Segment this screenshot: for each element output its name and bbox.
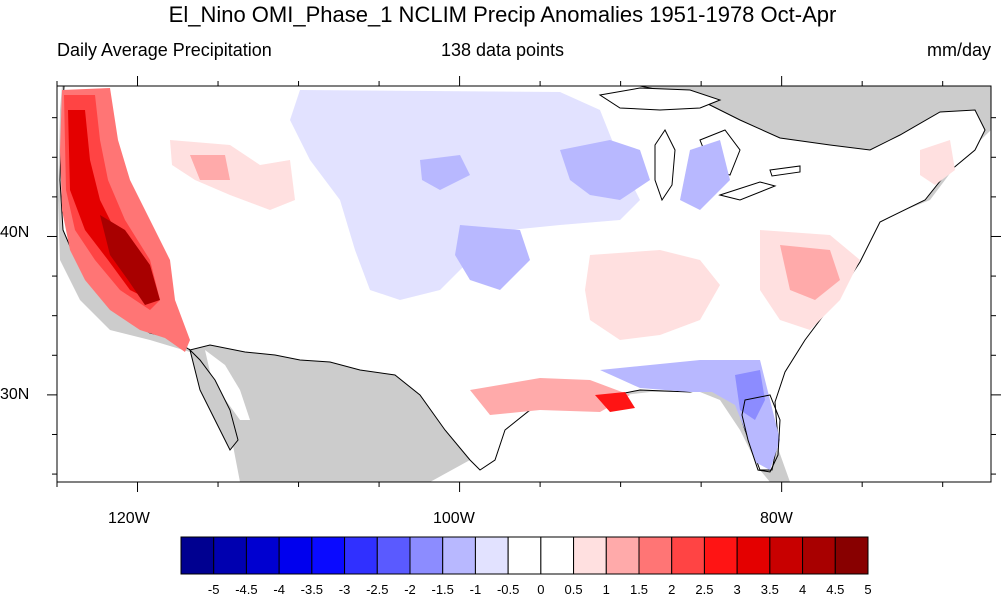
pos-anomaly-louisiana [595, 392, 635, 412]
colorbar-label: -0.5 [496, 582, 520, 597]
map-area [57, 86, 991, 482]
lon-tick-label-100w: 100W [433, 510, 475, 527]
neg-anomaly-southeast [600, 360, 780, 470]
colorbar-label: 4.5 [826, 582, 845, 597]
florida-outline [741, 394, 781, 473]
colorbar-swatch [180, 536, 215, 575]
colorbar-swatch [474, 536, 509, 575]
neg-anomaly-midwest [560, 140, 650, 200]
colorbar-swatch [671, 536, 705, 575]
gulf-of-mexico [430, 392, 770, 482]
colorbar-swatch [540, 536, 575, 575]
colorbar-label: 2 [668, 582, 676, 597]
colorbar-label: -1 [469, 582, 482, 597]
colorbar-label: 0.5 [564, 582, 583, 597]
lat-tick-label-30n: 30N [0, 386, 30, 403]
colorbar-label: -5 [207, 582, 220, 597]
colorbar-swatch [376, 536, 411, 575]
neg-anomaly-plains [290, 90, 640, 300]
colorbar-swatch [573, 536, 607, 575]
colorbar-label: -3 [338, 582, 351, 597]
lake-ontario [769, 165, 801, 177]
colorbar-label: 2.5 [695, 582, 714, 597]
map-title: El_Nino OMI_Phase_1 NCLIM Precip Anomali… [168, 2, 837, 27]
colorbar-swatch [278, 536, 313, 575]
pos-anomaly-ohio-valley [585, 250, 720, 340]
colorbar-label: -2 [404, 582, 416, 597]
map-frame [56, 85, 992, 483]
lake-superior [598, 87, 722, 111]
pos-anomaly-virginia [780, 245, 840, 300]
neg-anomaly-dakota [420, 155, 470, 190]
pos-anomaly-new-england [920, 140, 955, 185]
colorbar-label: -1.5 [431, 582, 454, 597]
pacific-ocean [57, 86, 240, 482]
neg-anomaly-kansas [455, 225, 530, 290]
colorbar-swatch [409, 536, 444, 575]
neg-anomaly-michigan [680, 140, 730, 210]
colorbar-label: -4.5 [235, 582, 258, 597]
gulf-of-california [205, 350, 250, 420]
colorbar-label: 3 [733, 582, 741, 597]
variable-label: Daily Average Precipitation [57, 40, 272, 60]
lake-michigan [654, 129, 676, 202]
colorbar-label: 4 [798, 582, 807, 597]
colorbar-label: -2.5 [366, 582, 389, 597]
colorbar-swatch [802, 536, 836, 575]
units-label: mm/day [926, 40, 991, 60]
colorbar-label: -3.5 [300, 582, 324, 597]
colorbar-swatch [605, 536, 640, 575]
atlantic-ocean [770, 130, 991, 482]
colorbar-swatch [834, 536, 869, 575]
colorbar-swatch [638, 536, 673, 575]
lat-tick-label-40n: 40N [0, 224, 30, 241]
colorbar-swatch [245, 536, 280, 575]
colorbar-swatch [507, 536, 542, 575]
colorbar-label: 1 [602, 582, 610, 597]
data-count-label: 138 data points [440, 40, 565, 60]
pos-anomaly-gulf-coast [470, 378, 630, 415]
colorbar-label: 1.5 [629, 582, 649, 597]
lake-erie [718, 181, 777, 201]
colorbar-swatch [442, 536, 476, 575]
colorbar-label: 0 [537, 582, 545, 597]
axis-tickmarks [47, 76, 1001, 492]
pos-anomaly-sierra-nevada [100, 215, 160, 305]
colorbar-swatch [311, 536, 346, 575]
colorbar-swatch [736, 536, 771, 575]
colorbar-label: 5 [864, 582, 872, 597]
colorbar-swatch [213, 536, 247, 575]
baja-california [189, 348, 239, 451]
colorbar-label: 3.5 [760, 582, 779, 597]
colorbar-label: -4 [273, 582, 285, 597]
colorbar-swatch [703, 536, 738, 575]
lon-tick-label-80w: 80W [760, 510, 793, 527]
colorbar-swatch [769, 536, 804, 575]
pos-anomaly-idaho [190, 155, 230, 180]
neg-anomaly-georgia [735, 370, 765, 420]
lon-tick-label-120w: 120W [108, 510, 150, 527]
colorbar-swatch [344, 536, 378, 575]
colorbar [180, 536, 869, 575]
